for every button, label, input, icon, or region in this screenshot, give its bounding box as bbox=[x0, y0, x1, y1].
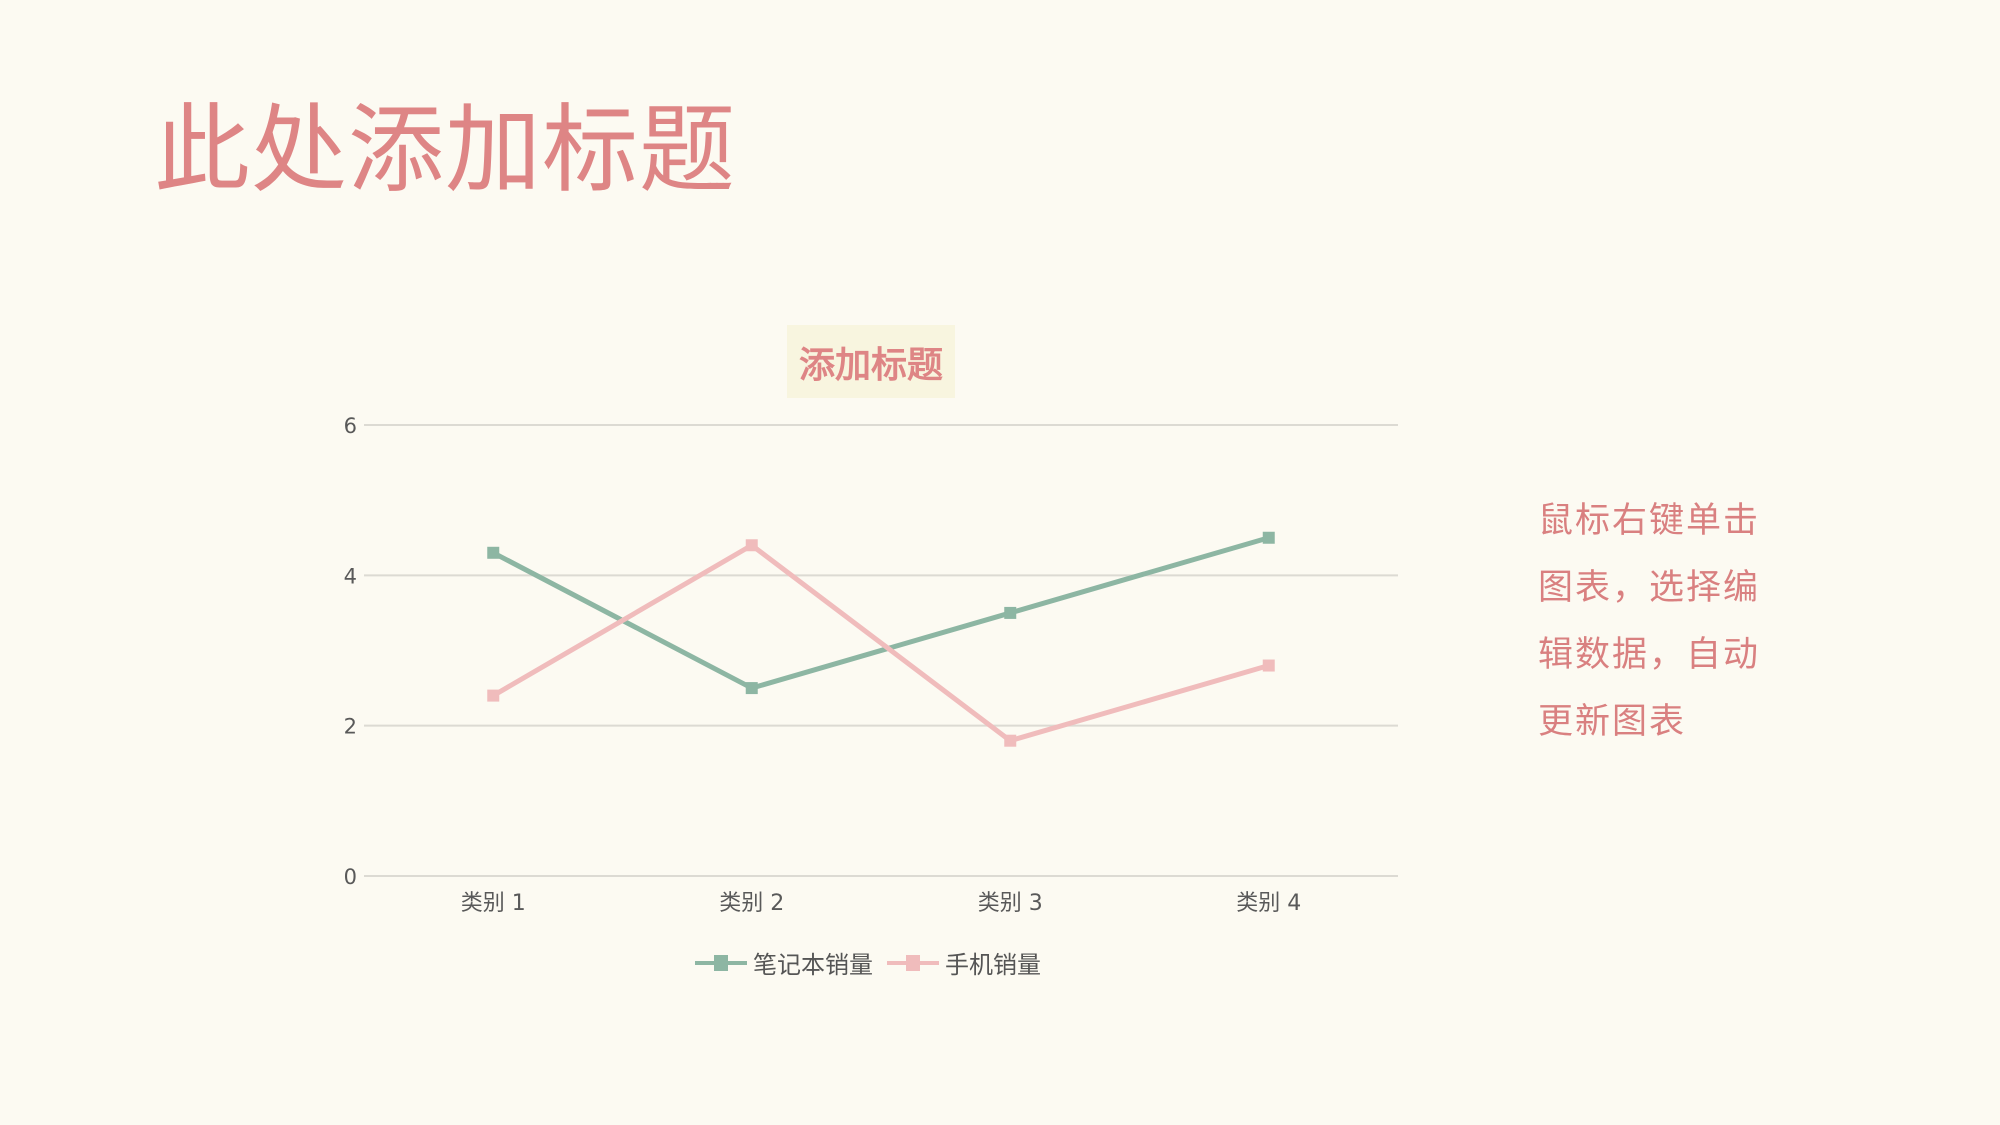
data-point[interactable] bbox=[1262, 531, 1275, 544]
x-tick-label: 类别 1 bbox=[461, 891, 526, 916]
chart-legend: 笔记本销量 手机销量 bbox=[695, 945, 1055, 980]
data-point[interactable] bbox=[487, 689, 500, 702]
instruction-line: 更新图表 bbox=[1538, 702, 1687, 742]
x-tick-label: 类别 2 bbox=[719, 891, 784, 916]
y-tick-label: 6 bbox=[344, 414, 357, 438]
data-point[interactable] bbox=[1004, 734, 1017, 747]
instruction-line: 辑数据，自动 bbox=[1538, 635, 1761, 675]
instruction-line: 鼠标右键单击 bbox=[1538, 501, 1761, 541]
legend-label: 手机销量 bbox=[945, 951, 1041, 979]
data-point[interactable] bbox=[487, 546, 500, 559]
legend-item-notebook: 笔记本销量 bbox=[695, 945, 873, 980]
y-tick-label: 0 bbox=[344, 865, 357, 889]
series-line-1[interactable] bbox=[491, 542, 1270, 744]
legend-marker-notebook bbox=[695, 954, 747, 971]
data-point[interactable] bbox=[1262, 659, 1275, 672]
data-point[interactable] bbox=[745, 539, 758, 552]
x-tick-label: 类别 4 bbox=[1236, 891, 1301, 916]
page-title: 此处添加标题 bbox=[154, 94, 736, 206]
y-tick-label: 2 bbox=[344, 715, 357, 739]
data-point[interactable] bbox=[745, 682, 758, 695]
x-tick-label: 类别 3 bbox=[978, 891, 1043, 916]
series-line-0[interactable] bbox=[492, 535, 1270, 691]
legend-marker-phone bbox=[887, 954, 939, 971]
legend-label: 笔记本销量 bbox=[753, 951, 873, 979]
data-point[interactable] bbox=[1004, 606, 1017, 619]
instruction-text: 鼠标右键单击 图表，选择编 辑数据，自动 更新图表 bbox=[1538, 488, 1778, 756]
legend-item-phone: 手机销量 bbox=[887, 945, 1041, 980]
y-tick-label: 4 bbox=[344, 564, 357, 588]
chart-title[interactable]: 添加标题 bbox=[787, 325, 955, 398]
instruction-line: 图表，选择编 bbox=[1538, 568, 1761, 608]
